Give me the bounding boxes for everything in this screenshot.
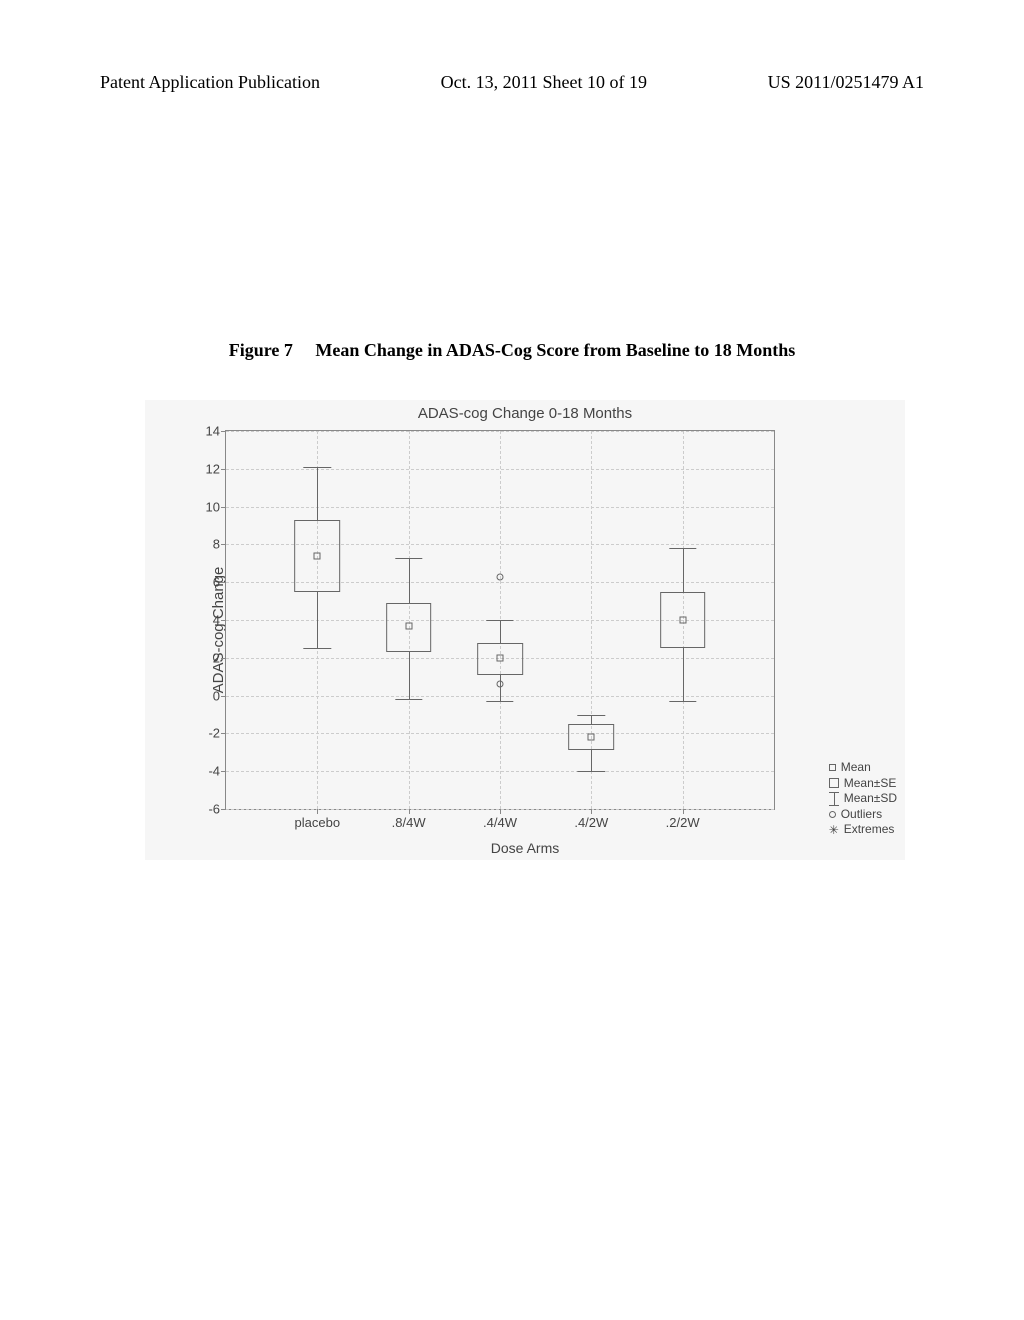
legend: Mean Mean±SE Mean±SD Outliers ✳ Extremes bbox=[829, 760, 897, 838]
whisker-lower bbox=[500, 675, 501, 701]
whisker-upper bbox=[409, 558, 410, 603]
ytick-label: 4 bbox=[213, 613, 226, 628]
se-box-icon bbox=[829, 778, 839, 788]
ytick-label: -4 bbox=[208, 764, 226, 779]
figure-label: Figure 7 bbox=[229, 340, 293, 360]
whisker-cap-upper bbox=[578, 715, 605, 716]
legend-item-se: Mean±SE bbox=[829, 776, 897, 792]
chart-title: ADAS-cog Change 0-18 Months bbox=[145, 405, 905, 422]
ytick-label: 6 bbox=[213, 575, 226, 590]
whisker-cap-upper bbox=[669, 548, 696, 549]
mean-marker bbox=[314, 552, 321, 559]
figure-caption: Figure 7 Mean Change in ADAS-Cog Score f… bbox=[0, 340, 1024, 361]
xtick-label: placebo bbox=[295, 809, 341, 830]
figure-title: Mean Change in ADAS-Cog Score from Basel… bbox=[315, 340, 795, 360]
ytick-label: 14 bbox=[206, 424, 226, 439]
ytick-label: 12 bbox=[206, 461, 226, 476]
xtick-label: .4/2W bbox=[574, 809, 608, 830]
extreme-marker-icon: ✳ bbox=[829, 824, 839, 836]
ytick-label: 0 bbox=[213, 688, 226, 703]
whisker-cap-upper bbox=[486, 620, 513, 621]
legend-label: Outliers bbox=[841, 807, 882, 823]
header-right: US 2011/0251479 A1 bbox=[768, 72, 924, 93]
whisker-lower bbox=[683, 648, 684, 701]
sd-whisker-icon bbox=[829, 792, 839, 806]
xtick-label: .2/2W bbox=[666, 809, 700, 830]
xtick-label: .8/4W bbox=[392, 809, 426, 830]
whisker-cap-upper bbox=[395, 558, 422, 559]
ytick-label: 2 bbox=[213, 650, 226, 665]
header-left: Patent Application Publication bbox=[100, 72, 320, 93]
legend-item-sd: Mean±SD bbox=[829, 791, 897, 807]
ytick-label: 8 bbox=[213, 537, 226, 552]
whisker-cap-lower bbox=[486, 701, 513, 702]
ytick-label: 10 bbox=[206, 499, 226, 514]
page: Patent Application Publication Oct. 13, … bbox=[0, 0, 1024, 1320]
outlier-marker-icon bbox=[829, 811, 836, 818]
mean-marker bbox=[497, 654, 504, 661]
whisker-cap-lower bbox=[669, 701, 696, 702]
outlier-marker bbox=[497, 681, 504, 688]
legend-item-outliers: Outliers bbox=[829, 807, 897, 823]
ytick-label: -6 bbox=[208, 802, 226, 817]
whisker-upper bbox=[683, 548, 684, 591]
mean-marker-icon bbox=[829, 764, 836, 771]
whisker-cap-lower bbox=[395, 699, 422, 700]
legend-label: Mean±SD bbox=[844, 791, 897, 807]
whisker-cap-lower bbox=[578, 771, 605, 772]
legend-label: Mean bbox=[841, 760, 871, 776]
outlier-marker bbox=[497, 573, 504, 580]
x-axis-label: Dose Arms bbox=[145, 840, 905, 856]
plot-area: -6-4-202468101214placebo.8/4W.4/4W.4/2W.… bbox=[225, 430, 775, 810]
mean-marker bbox=[588, 734, 595, 741]
whisker-lower bbox=[591, 750, 592, 771]
whisker-upper bbox=[591, 715, 592, 724]
whisker-cap-upper bbox=[304, 467, 331, 468]
whisker-lower bbox=[317, 592, 318, 649]
legend-item-extremes: ✳ Extremes bbox=[829, 822, 897, 838]
whisker-lower bbox=[409, 652, 410, 699]
chart-container: ADAS-cog Change 0-18 Months ADAS-cog Cha… bbox=[145, 400, 905, 860]
mean-marker bbox=[679, 617, 686, 624]
xtick-label: .4/4W bbox=[483, 809, 517, 830]
header-center: Oct. 13, 2011 Sheet 10 of 19 bbox=[441, 72, 647, 93]
legend-label: Mean±SE bbox=[844, 776, 897, 792]
page-header: Patent Application Publication Oct. 13, … bbox=[100, 72, 924, 93]
whisker-upper bbox=[317, 467, 318, 520]
whisker-upper bbox=[500, 620, 501, 643]
whisker-cap-lower bbox=[304, 648, 331, 649]
mean-marker bbox=[405, 622, 412, 629]
legend-label: Extremes bbox=[844, 822, 895, 838]
legend-item-mean: Mean bbox=[829, 760, 897, 776]
ytick-label: -2 bbox=[208, 726, 226, 741]
